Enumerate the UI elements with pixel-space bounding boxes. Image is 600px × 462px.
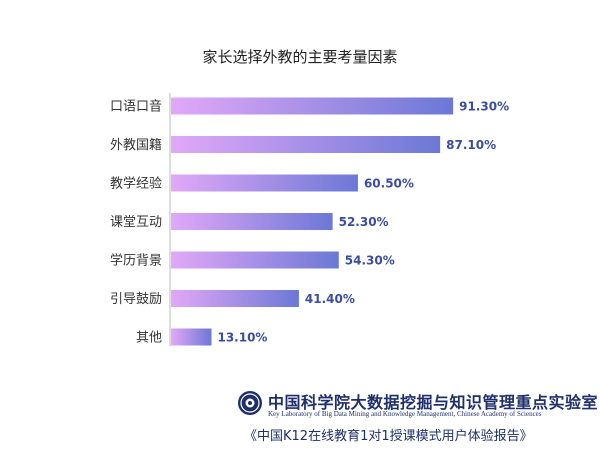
bar — [171, 290, 299, 307]
bars-group: 口语口音 91.30% 外教国籍 87.10% 教学经验 60.50% 课堂互动 52.30%… — [110, 97, 509, 346]
value-label: 91.30% — [459, 100, 509, 114]
category-label: 课堂互动 — [110, 215, 162, 230]
bar — [171, 328, 212, 346]
value-label: 60.50% — [364, 177, 414, 191]
category-label: 其他 — [136, 331, 162, 346]
footer: 中国科学院大数据挖掘与知识管理重点实验室 Key Laboratory of B… — [0, 386, 600, 462]
report-title: 《中国K12在线教育1对1授课模式用户体验报告》 — [244, 429, 533, 444]
institution-english-name: Key Laboratory of Big Data Mining and Kn… — [268, 410, 542, 418]
category-label: 引导鼓励 — [110, 292, 162, 307]
value-label: 41.40% — [305, 292, 355, 306]
value-label: 54.30% — [345, 254, 395, 268]
bar — [171, 136, 441, 153]
cas-seal-logo — [238, 391, 262, 415]
bar — [171, 251, 339, 269]
bar — [171, 174, 358, 192]
category-label: 学历背景 — [110, 253, 162, 269]
value-label: 52.30% — [339, 215, 389, 229]
bar — [171, 213, 333, 230]
chart-title: 家长选择外教的主要考量因素 — [202, 48, 397, 66]
value-label: 87.10% — [446, 138, 496, 152]
bar — [171, 97, 454, 115]
value-label: 13.10% — [217, 331, 267, 345]
institution-name: 中国科学院大数据挖掘与知识管理重点实验室 — [268, 393, 599, 412]
bar-chart: 家长选择外教的主要考量因素 口语口音 91.30% 外教国籍 87.10% 教学经验 60… — [110, 48, 509, 346]
category-label: 外教国籍 — [110, 137, 162, 153]
category-label: 口语口音 — [110, 99, 162, 115]
category-label: 教学经验 — [110, 176, 162, 192]
